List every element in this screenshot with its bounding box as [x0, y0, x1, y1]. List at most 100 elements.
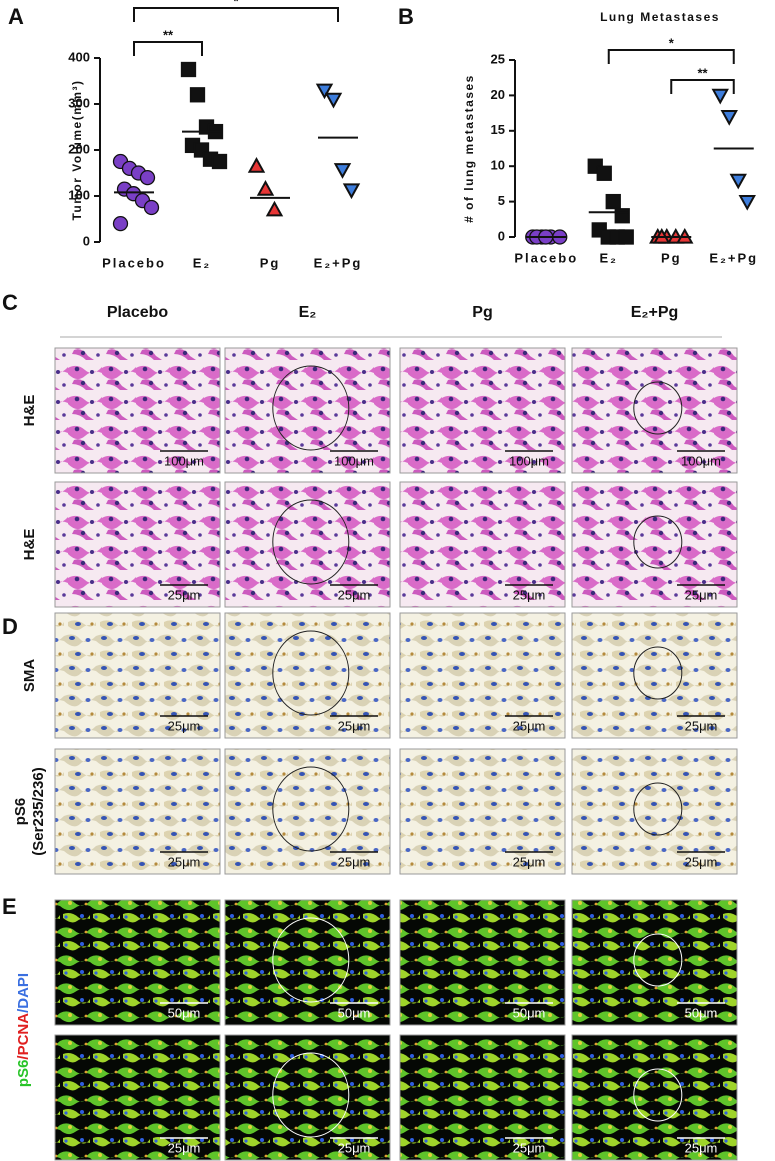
lesion-outline [272, 766, 350, 852]
lesion-outline [272, 499, 350, 585]
micrograph [399, 481, 566, 608]
data-point [605, 193, 621, 210]
data-point [711, 88, 729, 105]
y-axis-label: Tumor Volume(mm³) [70, 79, 84, 220]
scale-bar-label: 25μm [338, 854, 371, 869]
micrograph [224, 1034, 391, 1161]
row-label: SMA [21, 659, 38, 693]
x-tick-label: Pg [260, 255, 281, 270]
lesion-outline [633, 1068, 683, 1122]
scale-bar-label: 25μm [168, 854, 201, 869]
column-header: Placebo [107, 304, 169, 321]
scale-bar-label: 100μm [164, 453, 204, 468]
micrograph [571, 612, 738, 739]
y-tick-label: 300 [68, 95, 90, 110]
x-tick-label: E₂ [600, 250, 618, 265]
x-tick-label: E₂ [193, 255, 211, 270]
row-label: H&E [21, 529, 38, 561]
lesion-outline [633, 646, 683, 700]
y-tick-label: 5 [498, 193, 505, 208]
scale-bar-label: 25μm [685, 718, 718, 733]
significance-bracket [133, 7, 339, 22]
lesion-outline [272, 630, 350, 716]
data-point [256, 180, 275, 196]
scale-bar-label: 25μm [685, 587, 718, 602]
x-tick-label: E₂+Pg [314, 255, 363, 270]
fluorescence-label: pS6/PCNA/DAPI [15, 973, 32, 1087]
lesion-outline [272, 917, 350, 1003]
y-tick-label: 20 [491, 87, 505, 102]
lesion-outline [633, 381, 683, 435]
scale-bar-label: 50μm [513, 1005, 546, 1020]
panel-label: C [2, 290, 18, 315]
column-header: Pg [472, 304, 492, 321]
chart-title: Lung Metastases [600, 10, 720, 24]
micrograph [54, 347, 221, 474]
scale-bar-label: 25μm [685, 854, 718, 869]
micrograph [224, 612, 391, 739]
data-point [596, 165, 612, 181]
scale-bar-label: 50μm [338, 1005, 371, 1020]
micrograph [399, 748, 566, 875]
fluorescence-label-part: pS6 [15, 1060, 32, 1088]
significance-label: * [233, 0, 239, 8]
micrograph [399, 612, 566, 739]
lesion-outline [633, 782, 683, 836]
significance-bracket [607, 49, 735, 64]
scale-bar-label: 25μm [168, 718, 201, 733]
scale-bar-label: 100μm [334, 453, 374, 468]
panel-label: E [2, 894, 17, 919]
y-tick-label: 400 [68, 49, 90, 64]
y-tick-label: 0 [498, 228, 505, 243]
scale-bar-label: 25μm [338, 718, 371, 733]
micrograph [54, 899, 221, 1026]
scale-bar-label: 25μm [338, 587, 371, 602]
micrograph [54, 748, 221, 875]
lesion-outline [633, 933, 683, 987]
data-point [247, 157, 266, 173]
micrograph [54, 612, 221, 739]
data-point [180, 61, 197, 78]
data-point [112, 215, 129, 232]
data-point [614, 208, 630, 224]
data-point [738, 195, 756, 211]
lesion-outline [633, 515, 683, 569]
x-tick-label: Pg [661, 250, 682, 265]
row-label: pS6 [12, 798, 29, 826]
scale-bar-label: 50μm [168, 1005, 201, 1020]
micrograph [224, 899, 391, 1026]
data-point [324, 92, 343, 109]
scale-bar-label: 25μm [513, 1140, 546, 1155]
fluorescence-label-part: /DAPI [15, 973, 32, 1013]
micrograph [571, 1034, 738, 1161]
micrograph [54, 1034, 221, 1161]
data-point [342, 183, 361, 200]
y-axis-label: # of lung metastases [462, 74, 476, 223]
y-tick-label: 200 [68, 141, 90, 156]
row-label: H&E [21, 395, 38, 427]
panel-label: A [8, 4, 24, 29]
data-point [618, 229, 634, 245]
scale-bar-label: 25μm [168, 587, 201, 602]
data-point [211, 153, 228, 170]
micrograph [54, 481, 221, 608]
scale-bar-label: 50μm [685, 1005, 718, 1020]
data-point [315, 83, 334, 100]
row-label: (Ser235/236) [30, 767, 47, 855]
significance-bracket [670, 79, 735, 94]
data-point [143, 199, 160, 216]
scale-bar-label: 25μm [168, 1140, 201, 1155]
micrograph [224, 481, 391, 608]
micrograph [224, 347, 391, 474]
y-tick-label: 25 [491, 51, 505, 66]
significance-label: * [669, 35, 675, 50]
y-tick-label: 100 [68, 187, 90, 202]
lesion-outline [272, 365, 350, 451]
panel-label: B [398, 4, 414, 29]
scale-bar-label: 25μm [513, 587, 546, 602]
panel-label: D [2, 614, 18, 639]
micrograph [224, 748, 391, 875]
column-header: E₂+Pg [631, 304, 679, 321]
